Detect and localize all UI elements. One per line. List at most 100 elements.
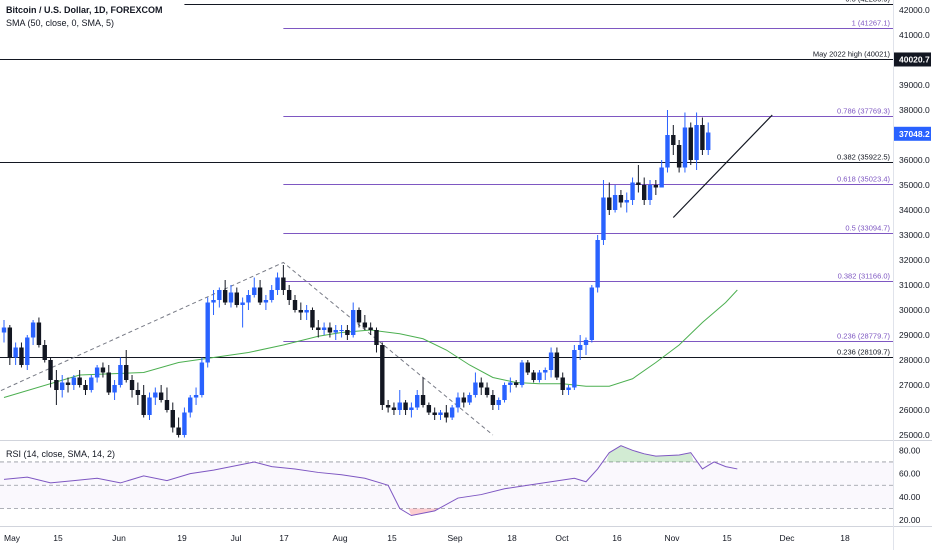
candle[interactable]	[106, 365, 111, 395]
candle[interactable]	[1, 320, 7, 343]
candle[interactable]	[519, 360, 525, 388]
candle[interactable]	[257, 280, 263, 305]
candle[interactable]	[461, 392, 466, 408]
candle[interactable]	[351, 302, 356, 338]
candle[interactable]	[292, 295, 298, 313]
candle[interactable]	[222, 280, 228, 305]
candle[interactable]	[595, 235, 600, 293]
ascending-trendline[interactable]	[672, 114, 773, 218]
candle[interactable]	[368, 322, 373, 336]
candle[interactable]	[153, 387, 158, 406]
candle[interactable]	[490, 390, 496, 410]
candle[interactable]	[7, 325, 13, 365]
candle[interactable]	[688, 122, 693, 166]
candle[interactable]	[706, 122, 711, 156]
candle[interactable]	[403, 400, 408, 415]
candle[interactable]	[642, 177, 647, 206]
candle[interactable]	[286, 285, 292, 305]
candle[interactable]	[502, 382, 507, 403]
candle[interactable]	[409, 402, 414, 418]
candle[interactable]	[42, 340, 47, 363]
candle[interactable]	[100, 362, 106, 378]
candle[interactable]	[124, 350, 129, 383]
candle[interactable]	[182, 407, 187, 438]
candle[interactable]	[700, 117, 705, 156]
candle[interactable]	[479, 377, 484, 396]
candle[interactable]	[281, 265, 286, 295]
candle[interactable]	[60, 375, 65, 398]
candle[interactable]	[671, 125, 676, 155]
candle[interactable]	[54, 370, 59, 405]
candle[interactable]	[659, 160, 664, 188]
candle[interactable]	[676, 140, 682, 173]
candle[interactable]	[449, 405, 455, 420]
candle[interactable]	[48, 357, 53, 388]
candle[interactable]	[83, 380, 88, 395]
candle[interactable]	[321, 322, 327, 336]
candle[interactable]	[630, 177, 635, 206]
candle[interactable]	[176, 417, 181, 438]
candle[interactable]	[607, 182, 612, 216]
candle[interactable]	[217, 287, 222, 308]
candle[interactable]	[158, 385, 164, 403]
candle[interactable]	[589, 285, 595, 343]
candle[interactable]	[665, 110, 670, 173]
candle[interactable]	[473, 372, 478, 398]
candle[interactable]	[612, 185, 618, 213]
candle[interactable]	[310, 307, 315, 331]
candle[interactable]	[583, 337, 589, 356]
candle[interactable]	[65, 377, 71, 393]
candle[interactable]	[694, 112, 699, 171]
candle[interactable]	[618, 190, 624, 208]
candle[interactable]	[327, 322, 333, 338]
candle[interactable]	[397, 390, 402, 415]
candle[interactable]	[211, 290, 216, 315]
candle[interactable]	[89, 375, 94, 393]
candle[interactable]	[560, 372, 565, 396]
candle[interactable]	[316, 320, 321, 338]
candle[interactable]	[164, 387, 170, 413]
candle[interactable]	[380, 342, 385, 411]
candle[interactable]	[25, 335, 30, 370]
candle[interactable]	[339, 325, 344, 338]
candle[interactable]	[577, 335, 583, 360]
candle[interactable]	[118, 357, 123, 388]
candle[interactable]	[112, 380, 117, 400]
candle[interactable]	[19, 342, 24, 368]
candle[interactable]	[432, 407, 437, 421]
candle[interactable]	[263, 295, 269, 310]
candle[interactable]	[246, 290, 251, 310]
candle[interactable]	[653, 180, 659, 195]
candle[interactable]	[531, 370, 536, 383]
candle[interactable]	[193, 387, 199, 406]
candle[interactable]	[385, 400, 391, 413]
candle[interactable]	[147, 392, 152, 421]
candle[interactable]	[438, 410, 443, 420]
candle[interactable]	[170, 402, 175, 433]
candle[interactable]	[205, 297, 210, 368]
candle[interactable]	[444, 405, 449, 423]
candle[interactable]	[234, 287, 239, 308]
candle[interactable]	[601, 180, 606, 245]
candle[interactable]	[455, 392, 461, 413]
candle[interactable]	[467, 392, 472, 406]
candle[interactable]	[269, 285, 274, 303]
candle[interactable]	[636, 165, 641, 193]
candle[interactable]	[333, 325, 338, 340]
candle[interactable]	[682, 112, 688, 173]
candle[interactable]	[30, 320, 36, 345]
candle[interactable]	[13, 342, 18, 366]
candle[interactable]	[525, 360, 530, 375]
candle[interactable]	[513, 380, 519, 388]
candle[interactable]	[77, 370, 82, 388]
candle[interactable]	[496, 397, 501, 411]
candle[interactable]	[129, 375, 135, 398]
candle[interactable]	[135, 382, 141, 406]
candle[interactable]	[36, 317, 42, 348]
candle[interactable]	[624, 192, 629, 213]
candle[interactable]	[71, 375, 77, 390]
candle[interactable]	[304, 305, 309, 320]
candle[interactable]	[426, 402, 432, 416]
candle[interactable]	[647, 180, 653, 205]
